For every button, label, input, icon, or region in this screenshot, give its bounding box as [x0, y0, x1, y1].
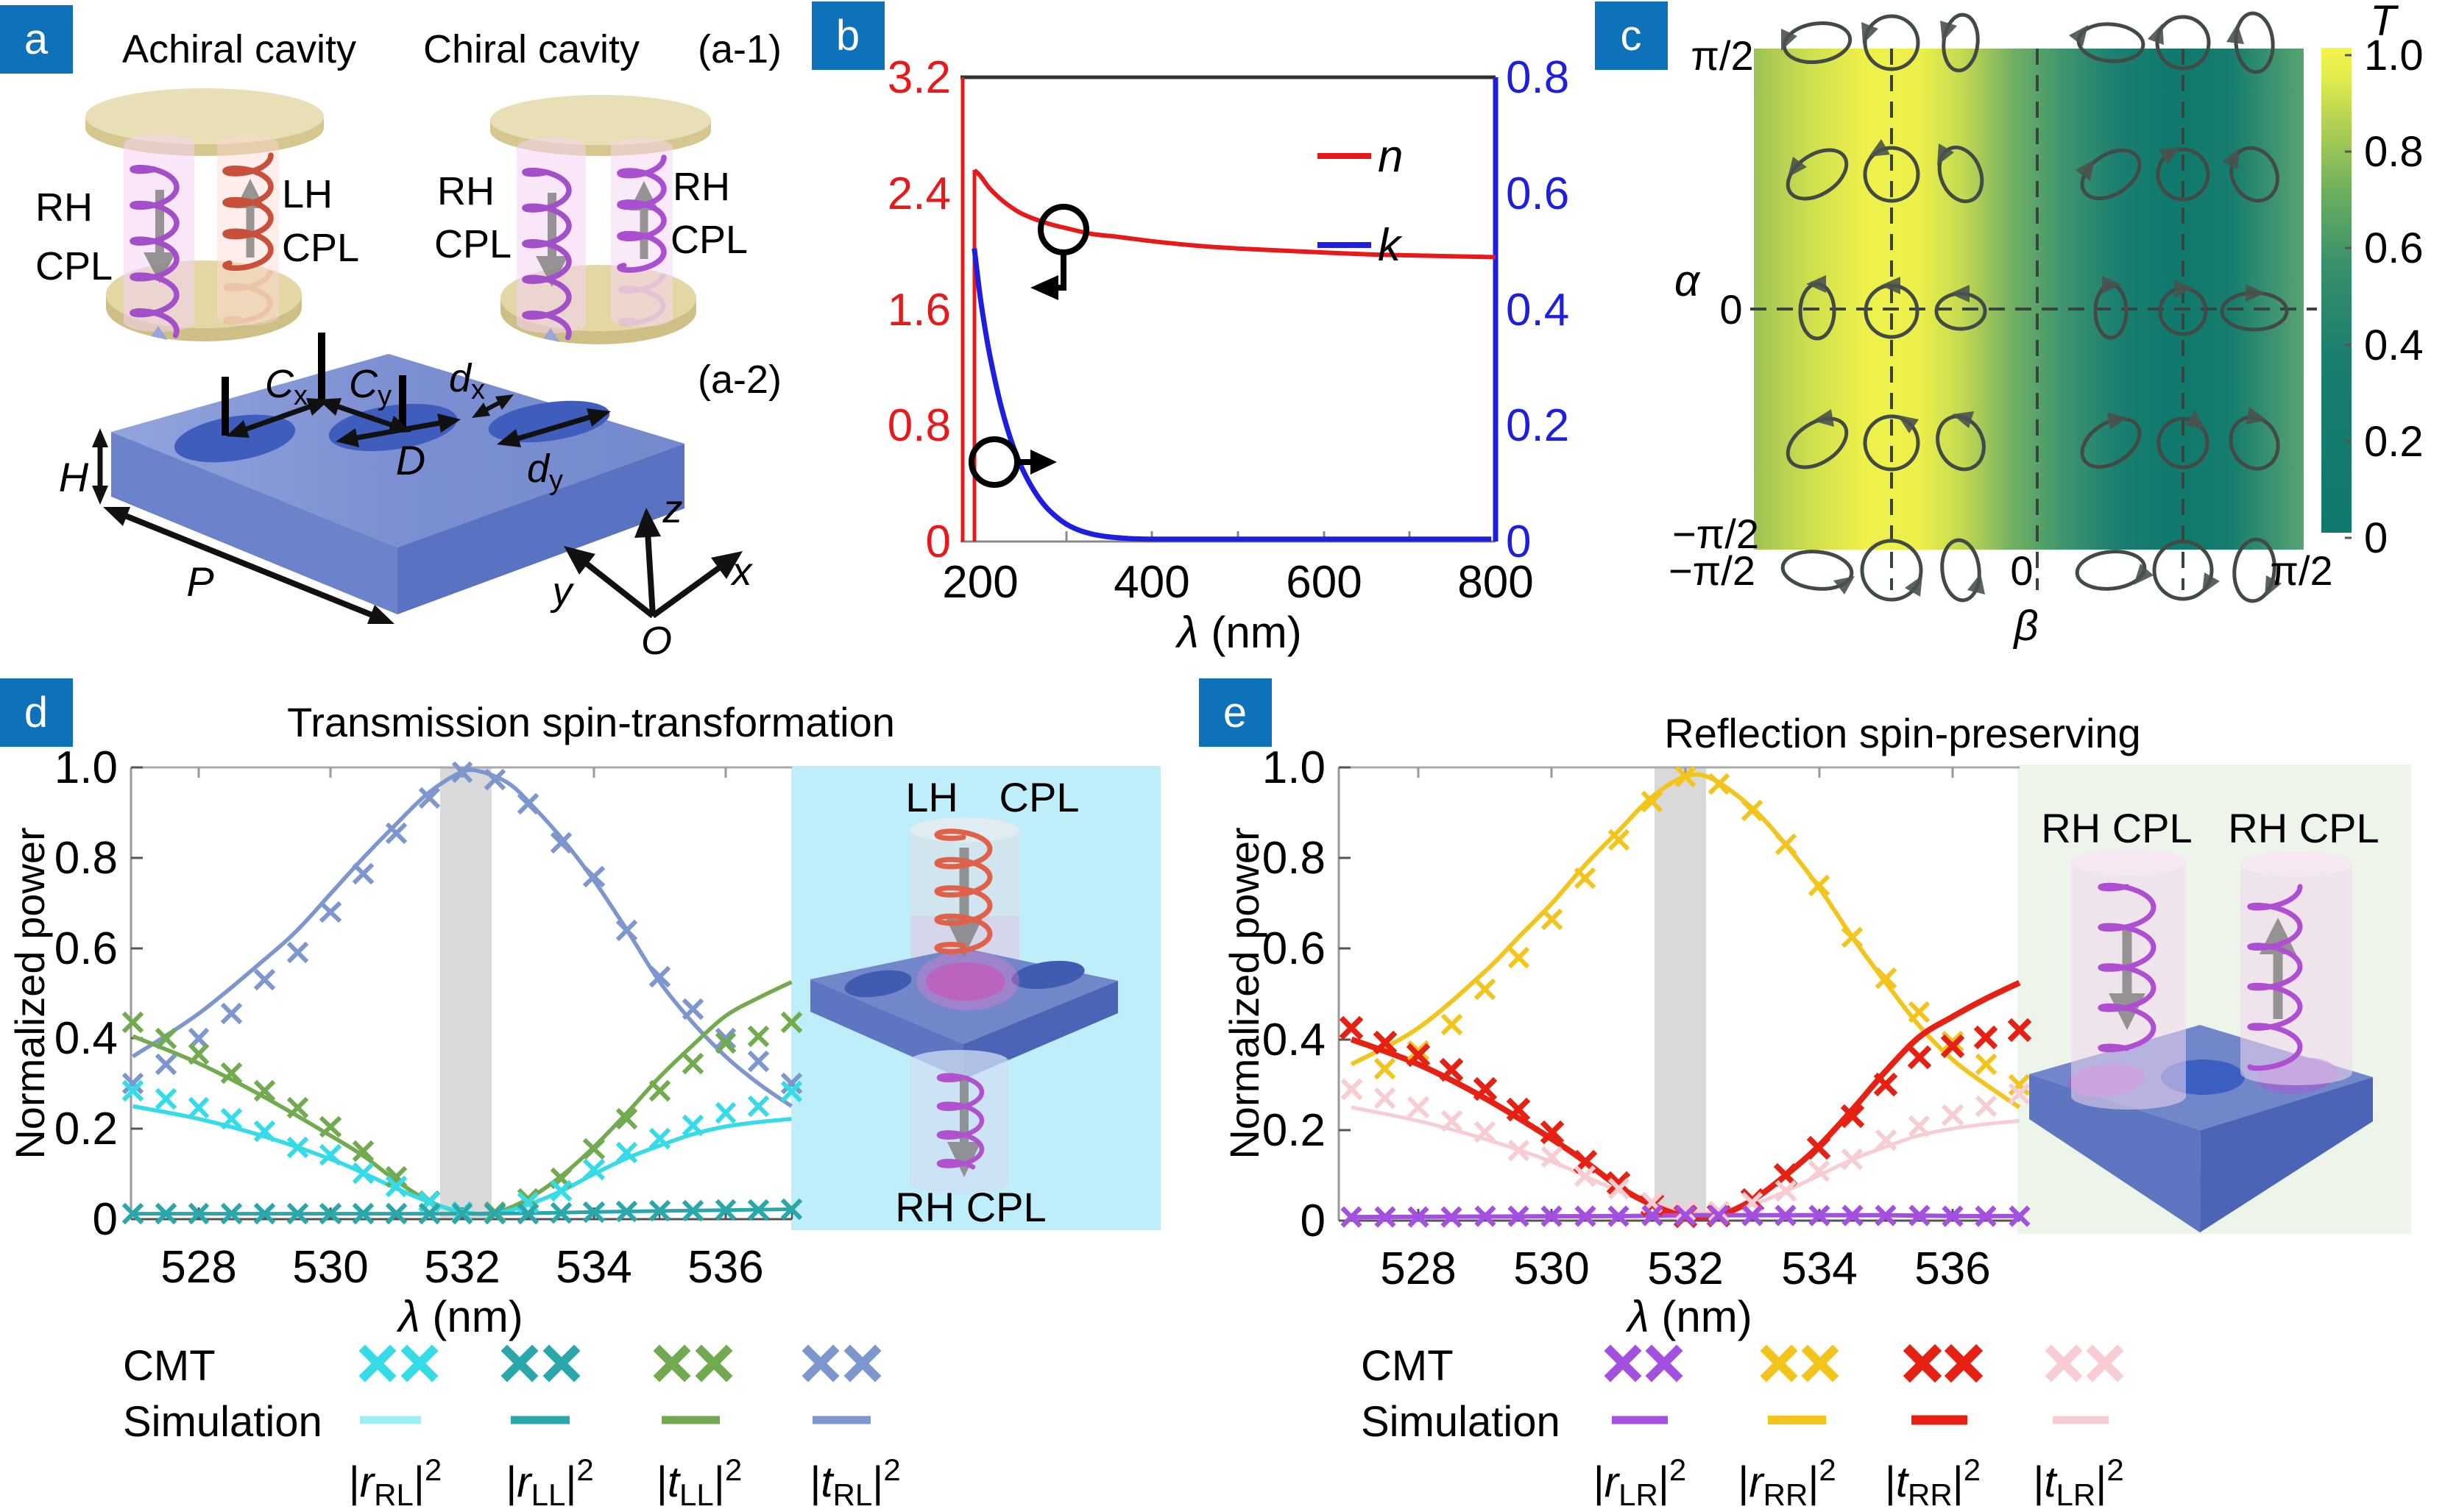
svg-text:CMT: CMT	[123, 1342, 216, 1390]
svg-text:e: e	[1223, 689, 1247, 737]
svg-text:0.6: 0.6	[1506, 168, 1569, 219]
svg-text:λ (nm): λ (nm)	[1175, 608, 1302, 657]
svg-text:0.6: 0.6	[2364, 224, 2424, 272]
svg-text:Cy: Cy	[349, 362, 392, 411]
svg-text:Simulation: Simulation	[1361, 1398, 1560, 1446]
svg-text:800: 800	[1457, 557, 1533, 608]
svg-text:528: 528	[160, 1242, 236, 1293]
svg-text:600: 600	[1286, 557, 1362, 608]
svg-text:0.4: 0.4	[54, 1013, 118, 1064]
svg-text:(a-1): (a-1)	[698, 27, 782, 71]
svg-text:528: 528	[1380, 1243, 1456, 1294]
svg-text:0: 0	[1719, 286, 1742, 333]
svg-text:530: 530	[292, 1242, 368, 1293]
svg-text:z: z	[662, 487, 683, 531]
svg-text:0: 0	[2364, 514, 2388, 562]
svg-text:0.6: 0.6	[1262, 923, 1326, 974]
svg-text:0.2: 0.2	[1506, 400, 1569, 451]
svg-text:CPL: CPL	[999, 774, 1080, 820]
svg-text:0: 0	[2010, 547, 2033, 594]
svg-text:d: d	[24, 689, 48, 737]
svg-text:0: 0	[1301, 1196, 1326, 1246]
svg-text:Normalized power: Normalized power	[7, 827, 53, 1159]
svg-text:α: α	[1674, 256, 1701, 305]
svg-text:400: 400	[1114, 557, 1189, 608]
svg-text:−π/2: −π/2	[1672, 511, 1759, 557]
svg-text:LH: LH	[282, 172, 333, 216]
svg-text:536: 536	[687, 1242, 763, 1293]
svg-text:0.2: 0.2	[1262, 1105, 1326, 1156]
svg-text:Normalized power: Normalized power	[1221, 827, 1267, 1159]
svg-text:0.8: 0.8	[2364, 128, 2424, 176]
svg-text:CPL: CPL	[670, 218, 748, 262]
svg-text:0: 0	[926, 517, 951, 567]
svg-text:532: 532	[1647, 1243, 1723, 1294]
svg-text:1.0: 1.0	[54, 742, 118, 793]
svg-text:π/2: π/2	[1691, 32, 1753, 79]
svg-text:RH CPL: RH CPL	[2041, 805, 2192, 851]
svg-text:Chiral cavity: Chiral cavity	[423, 27, 640, 71]
svg-text:D: D	[396, 437, 425, 483]
svg-text:π/2: π/2	[2270, 547, 2332, 594]
svg-text:1.0: 1.0	[2364, 32, 2424, 79]
svg-text:H: H	[59, 454, 89, 500]
svg-text:dx: dx	[449, 356, 485, 405]
svg-text:y: y	[550, 569, 575, 614]
svg-text:b: b	[836, 12, 860, 60]
svg-text:0: 0	[1506, 517, 1531, 567]
svg-text:0: 0	[93, 1194, 118, 1245]
svg-text:Transmission spin-transformati: Transmission spin-transformation	[287, 699, 895, 745]
svg-text:T: T	[2370, 0, 2399, 45]
svg-text:0.2: 0.2	[2364, 418, 2424, 466]
svg-text:P: P	[186, 558, 213, 605]
svg-text:Achiral cavity: Achiral cavity	[122, 27, 356, 71]
svg-text:2.4: 2.4	[888, 168, 951, 219]
svg-text:RH CPL: RH CPL	[895, 1184, 1046, 1230]
svg-text:β: β	[2012, 602, 2038, 650]
svg-text:0.4: 0.4	[2364, 322, 2424, 369]
svg-text:Reflection spin-preserving: Reflection spin-preserving	[1664, 710, 2140, 756]
svg-text:0.8: 0.8	[1262, 833, 1326, 884]
svg-text:534: 534	[556, 1242, 631, 1293]
svg-text:1.0: 1.0	[1262, 742, 1326, 793]
svg-text:0.8: 0.8	[54, 833, 118, 884]
svg-text:CMT: CMT	[1361, 1342, 1454, 1390]
svg-text:534: 534	[1781, 1243, 1857, 1294]
svg-text:|tLR|2: |tLR|2	[2033, 1452, 2123, 1508]
svg-text:CPL: CPL	[282, 226, 359, 270]
svg-text:RH: RH	[437, 169, 495, 213]
svg-text:λ (nm): λ (nm)	[396, 1292, 523, 1341]
svg-text:x: x	[730, 550, 754, 594]
svg-text:CPL: CPL	[434, 222, 512, 266]
svg-text:(a-2): (a-2)	[698, 358, 782, 402]
svg-text:0.4: 0.4	[1262, 1015, 1326, 1065]
svg-text:RH: RH	[673, 165, 730, 209]
svg-text:−π/2: −π/2	[1669, 547, 1755, 594]
svg-text:530: 530	[1513, 1243, 1589, 1294]
svg-text:200: 200	[942, 557, 1018, 608]
svg-text:0.8: 0.8	[1506, 52, 1569, 103]
svg-text:3.2: 3.2	[888, 52, 951, 103]
svg-text:c: c	[1621, 12, 1642, 60]
svg-text:Simulation: Simulation	[123, 1398, 322, 1446]
svg-text:0.4: 0.4	[1506, 285, 1569, 336]
svg-text:536: 536	[1914, 1243, 1990, 1294]
svg-text:LH: LH	[905, 774, 958, 820]
svg-text:n: n	[1378, 131, 1403, 182]
svg-text:a: a	[24, 15, 49, 63]
svg-text:0.8: 0.8	[888, 400, 951, 451]
svg-text:RH CPL: RH CPL	[2228, 805, 2379, 851]
svg-text:dy: dy	[527, 447, 563, 496]
svg-text:k: k	[1378, 220, 1403, 271]
svg-text:Cx: Cx	[265, 362, 308, 411]
svg-text:532: 532	[424, 1242, 500, 1293]
svg-text:1.6: 1.6	[888, 285, 951, 336]
svg-text:0.2: 0.2	[54, 1104, 118, 1154]
svg-text:CPL: CPL	[35, 244, 113, 288]
svg-text:RH: RH	[35, 185, 93, 230]
svg-text:λ (nm): λ (nm)	[1625, 1292, 1752, 1341]
svg-text:0.6: 0.6	[54, 923, 118, 974]
svg-text:O: O	[641, 619, 672, 663]
